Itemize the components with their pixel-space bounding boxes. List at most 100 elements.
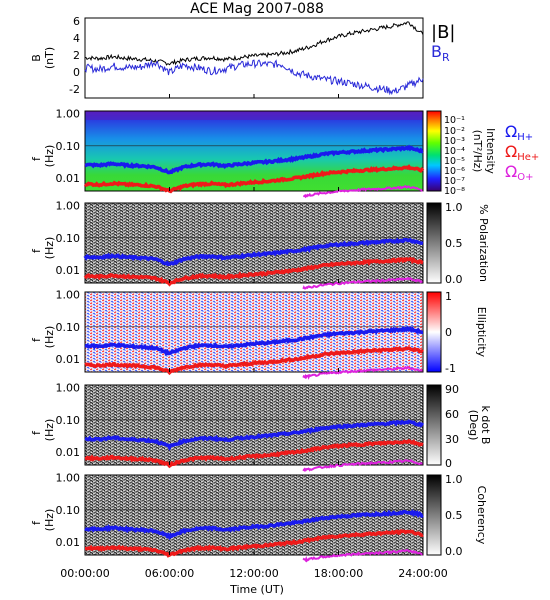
freq-y-unit: (Hz) [43,419,56,442]
gyro-series-he [85,529,424,558]
intensity-colorbar-label: Intensity [484,128,496,174]
gyro-series-he [83,164,425,194]
polarization-cb-tick: 0.5 [445,237,463,250]
gyrofrequency-lines [83,94,425,563]
freq-y-unit: (Hz) [43,509,56,532]
legend-omega-o-main: Ω [505,162,517,181]
coherency-cb-tick: 0.0 [445,545,463,558]
gyro-legend: ΩH+ ΩHe+ ΩO+ [505,122,539,183]
x-tick-label: 24:00:00 [398,567,447,580]
intensity-cb-tick: 10⁻¹ [444,115,465,126]
legend-omega-o-sub: O+ [517,172,533,183]
gyro-series-o [302,548,424,563]
legend-omega-he-sub: He+ [517,152,539,163]
coherency-colorbar [426,474,442,556]
gyro-series-o [302,276,424,290]
freq-tick-label: 1.00 [56,108,81,121]
freq-tick-label: 0.01 [56,264,81,277]
panel-intensity: 10⁻¹ 10⁻² 10⁻³ 10⁻⁴ 10⁻⁵ 10⁻⁶ 10⁻⁷ 10⁻⁸ … [84,110,539,197]
freq-tick-label: 0.01 [56,172,81,185]
freq-tick-label: 1.00 [56,200,81,213]
freq-tick-label: 1.00 [56,382,81,395]
legend-omega-o: ΩO+ [505,162,533,183]
ellipticity-cb-tick: -1 [445,362,456,375]
gyro-series-h [84,325,424,356]
freq-tick-label: 0.10 [56,321,81,334]
freq-y-label: f [30,430,43,435]
panel-b-field: 6 4 2 0 -2 B (nT) |B| BR [30,15,455,99]
gyro-series-h [84,419,425,451]
b-y-tick: 6 [73,15,80,28]
x-tick-label: 00:00:00 [60,567,109,580]
x-tick-label: 12:00:00 [229,567,278,580]
gyro-series-he [83,256,424,287]
b-y-unit: (nT) [43,47,56,69]
x-axis: 00:00:00 06:00:00 12:00:00 18:00:00 24:0… [60,567,447,596]
b-y-tick: 4 [73,32,80,45]
polarization-colorbar [426,202,442,284]
ellipticity-colorbar [426,291,442,373]
intensity-top-band [86,112,422,120]
b-y-tick: 2 [73,49,80,62]
gyro-series-o [302,365,424,380]
legend-b-r-main: B [431,42,442,61]
legend-omega-h-sub: H+ [517,132,533,143]
intensity-colorbar-unit: (nT²/Hz) [471,130,483,172]
intensity-cb-tick: 10⁻⁴ [444,146,465,157]
intensity-colorbar-ticks: 10⁻¹ 10⁻² 10⁻³ 10⁻⁴ 10⁻⁵ 10⁻⁶ 10⁻⁷ 10⁻⁸ [444,115,465,197]
intensity-cb-tick: 10⁻² [444,126,465,137]
gyro-series-he [84,439,424,469]
freq-tick-label: 1.00 [56,472,81,485]
legend-omega-he-main: Ω [505,142,517,161]
b-series-radial [84,59,424,96]
panel-coherency: 1.0 0.5 0.0 Coherency [84,473,488,558]
k-dot-b-colorbar-unit: (Deg) [467,410,480,441]
freq-y-label: f [30,156,43,161]
coherency-cb-tick: 1.0 [445,473,463,486]
coherency-colorbar-label: Coherency [475,486,488,545]
gyro-series-o [303,184,424,199]
gyro-series-h [83,237,424,267]
freq-y-label: f [30,337,43,342]
legend-b-r: BR [431,42,450,64]
x-tick-label: 18:00:00 [314,567,363,580]
k-dot-b-colorbar [426,384,442,466]
polarization-cb-tick: 0.0 [445,273,463,286]
freq-y-unit: (Hz) [43,326,56,349]
gyro-series-o [302,459,424,472]
polarization-cb-tick: 1.0 [445,201,463,214]
freq-y-label: f [30,520,43,525]
freq-tick-label: 0.10 [56,140,81,153]
ellipticity-cb-tick: 0 [445,326,452,339]
panel-polarization: 1.0 0.5 0.0 % Polarization [84,201,490,286]
ellipticity-cb-tick: 1 [445,290,452,303]
intensity-cb-tick: 10⁻⁷ [444,176,465,187]
b-y-label: B [30,54,43,62]
k-dot-b-cb-tick: 0 [445,457,452,470]
legend-omega-he: ΩHe+ [505,142,539,163]
freq-tick-label: 0.01 [56,446,81,459]
freq-tick-label: 0.01 [56,536,81,549]
intensity-cb-tick: 10⁻⁸ [444,186,465,197]
figure-title: ACE Mag 2007-088 [190,1,324,17]
freq-tick-label: 0.10 [56,232,81,245]
intensity-cb-tick: 10⁻⁶ [444,166,465,177]
coherency-cb-tick: 0.5 [445,509,463,522]
b-series-magnitude [84,21,424,66]
freq-tick-label: 0.10 [56,414,81,427]
legend-b-magnitude: |B| [431,22,455,43]
freq-y-unit: (Hz) [43,145,56,168]
b-y-tick: -2 [69,83,80,96]
gyro-series-h [84,509,424,541]
k-dot-b-colorbar-label: k dot B [479,406,492,445]
polarization-colorbar-label: % Polarization [477,204,490,282]
frequency-axes: 1.000.100.01f (Hz)1.000.100.01f (Hz)1.000.… [30,108,80,549]
b-y-tick: 0 [73,66,80,79]
x-axis-label: Time (UT) [229,583,284,596]
legend-omega-h: ΩH+ [505,122,533,143]
freq-tick-label: 0.01 [56,353,81,366]
intensity-cb-tick: 10⁻⁵ [444,156,465,167]
legend-b-r-sub: R [442,51,450,64]
panel-k-dot-b: 90 60 30 0 k dot B (Deg) [84,383,492,470]
